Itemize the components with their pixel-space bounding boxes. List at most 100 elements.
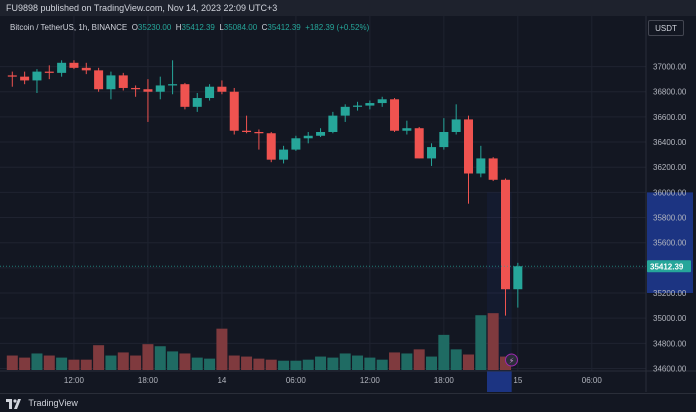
candle-body [106, 75, 116, 90]
price-tick-label: 36600.00 [653, 113, 687, 122]
currency-unit-button[interactable]: USDT [648, 20, 684, 36]
candle-body [69, 62, 79, 68]
last-price-label: 35412.39 [650, 262, 684, 271]
volume-bar [204, 358, 216, 370]
volume-bar [401, 353, 413, 370]
candle-body [118, 75, 128, 88]
volume-bar [487, 313, 499, 370]
volume-bar [154, 346, 166, 370]
price-tick-label: 37000.00 [653, 63, 687, 72]
candle-body [180, 84, 190, 107]
candle-body [414, 128, 424, 159]
time-tick-label: 06:00 [582, 376, 603, 385]
candle-body [476, 158, 486, 174]
volume-bar [413, 349, 425, 370]
price-tick-label: 35600.00 [653, 239, 687, 248]
legend-h-value: 35412.39 [182, 23, 220, 32]
candlestick-chart[interactable]: ⚡ 37000.00 36800.00 36600.00 36400.00 36200.0… [0, 16, 696, 392]
volume-bar [142, 344, 154, 370]
time-tick-label: 18:00 [434, 376, 455, 385]
published-text: FU9898 published on TradingView.com, Nov… [6, 3, 278, 13]
footer-bar: TradingView [0, 393, 696, 411]
candle-body [32, 71, 42, 81]
price-tick-label: 36800.00 [653, 88, 687, 97]
candle-body [513, 266, 523, 290]
volume-bar [450, 349, 462, 370]
price-tick-label: 36000.00 [653, 188, 687, 197]
candle-body [501, 179, 510, 290]
volume-bar [463, 354, 475, 370]
volume-bar [339, 353, 351, 370]
chart-background [0, 16, 696, 392]
legend-symbol: Bitcoin / TetherUS, 1h, BINANCE [10, 23, 132, 32]
candle-body [328, 115, 338, 132]
time-tick-label: 12:00 [360, 376, 381, 385]
volume-bar [93, 345, 105, 370]
candle-body [427, 147, 437, 159]
price-tick-label: 35800.00 [653, 214, 687, 223]
volume-bar [68, 359, 80, 370]
candle-body [266, 133, 276, 160]
candle-body [217, 86, 227, 92]
volume-bar [475, 315, 487, 370]
candle-body [353, 105, 363, 107]
volume-bar [241, 356, 253, 370]
volume-bar [364, 357, 376, 370]
legend-l-value: 35084.00 [224, 23, 262, 32]
volume-bar [19, 357, 31, 370]
volume-bar [265, 359, 277, 370]
candle-body [402, 128, 412, 131]
footer-brand: TradingView [28, 398, 78, 408]
candle-body [229, 91, 239, 131]
alert-marker-icon [505, 353, 518, 367]
candle-body [143, 89, 153, 92]
volume-bar [167, 351, 179, 370]
price-tick-label: 34800.00 [653, 339, 687, 348]
candle-body [242, 130, 252, 132]
volume-bar [278, 360, 290, 370]
candle-body [94, 70, 104, 90]
legend-h-label: H [176, 23, 182, 32]
lightning-icon: ⚡ [509, 357, 515, 366]
volume-bar [43, 355, 55, 370]
volume-bar [438, 334, 450, 370]
price-range-highlight [647, 192, 693, 294]
time-tick-label: 12:00 [64, 376, 85, 385]
legend-l-label: L [219, 23, 224, 32]
legend-c-label: C [262, 23, 268, 32]
candle-body [365, 103, 375, 106]
candle-body [439, 131, 449, 148]
candle-body [20, 76, 30, 81]
candle-body [377, 99, 387, 104]
price-tick-label: 36400.00 [653, 138, 687, 147]
last-price-tag [647, 260, 691, 273]
time-tick-label: 15 [513, 376, 522, 385]
publish-bar: FU9898 published on TradingView.com, Nov… [0, 0, 696, 16]
time-tick-label: 14 [217, 376, 226, 385]
price-tick-label: 34600.00 [653, 364, 687, 373]
candle-body [390, 99, 400, 131]
candle-body [205, 86, 215, 99]
volume-bar [302, 359, 314, 370]
price-tick-label: 36200.00 [653, 163, 687, 172]
candle-body [488, 158, 498, 180]
candle-body [57, 62, 67, 73]
candle-body [451, 119, 461, 132]
volume-bar [426, 356, 438, 370]
time-tick-label: 18:00 [138, 376, 159, 385]
time-tick-label: 06:00 [286, 376, 307, 385]
legend-o-value: 35230.00 [138, 23, 176, 32]
candle-body [81, 67, 91, 71]
volume-bar [105, 355, 117, 370]
legend-change: +182.39 (+0.52%) [305, 23, 369, 32]
volume-bar [352, 355, 364, 370]
tradingview-logo-icon [6, 398, 21, 409]
legend-c-value: 35412.39 [267, 23, 305, 32]
volume-bar [31, 353, 43, 370]
volume-bar [253, 358, 265, 370]
volume-bar [6, 355, 18, 370]
volume-bar [117, 352, 129, 370]
volume-bar [56, 357, 68, 370]
volume-bar [130, 355, 142, 370]
candle-body [316, 131, 326, 136]
